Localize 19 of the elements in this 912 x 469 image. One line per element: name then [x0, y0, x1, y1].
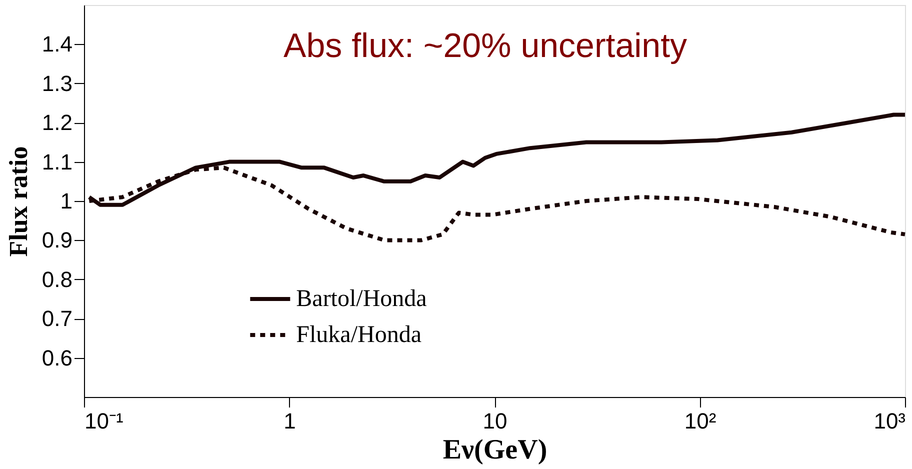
legend-label: Bartol/Honda	[296, 286, 428, 312]
y-tick-label: 1.4	[42, 32, 72, 57]
x-axis-title: Eν(GeV)	[442, 434, 548, 466]
annotation: Abs flux: ~20% uncertainty	[284, 27, 688, 66]
x-tick-label: 10⁻¹	[84, 408, 124, 434]
y-tick-label: 0.6	[42, 345, 72, 370]
y-tick-label: 1.1	[42, 149, 72, 174]
x-tick-label: 10	[482, 408, 508, 434]
y-axis-title: Flux ratio	[4, 146, 33, 257]
x-tick-label: 10³	[874, 408, 906, 434]
y-tick-label: 0.9	[42, 228, 72, 253]
y-tick-label: 1	[60, 188, 72, 214]
y-tick-label: 1.2	[42, 110, 72, 136]
y-tick-label: 0.7	[42, 306, 72, 332]
legend-label: Fluka/Honda	[296, 322, 422, 348]
x-tick-label: 1	[284, 408, 296, 434]
x-tick-label: 10²	[684, 408, 716, 434]
y-tick-label: 0.8	[42, 266, 72, 292]
y-tick-label: 1.3	[42, 70, 72, 96]
